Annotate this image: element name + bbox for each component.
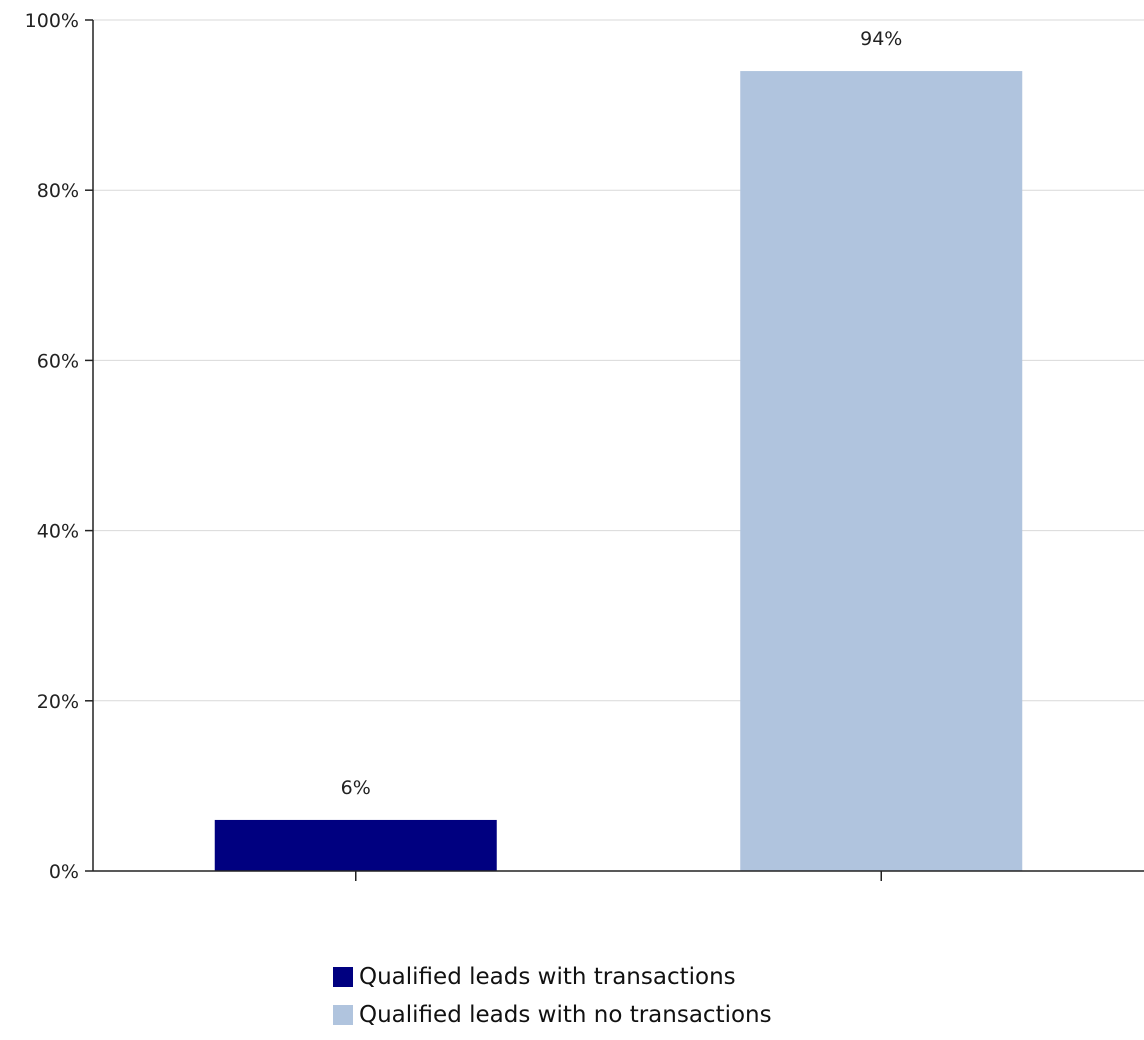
legend-swatch-with-transactions <box>333 967 353 987</box>
legend-swatch-no-transactions <box>333 1005 353 1025</box>
y-tick-label: 0% <box>49 861 79 883</box>
legend-item-with-transactions: Qualified leads with transactions <box>333 960 772 994</box>
legend: Qualified leads with transactions Qualif… <box>333 960 772 1036</box>
data-label: 6% <box>341 777 371 799</box>
legend-label-no-transactions: Qualified leads with no transactions <box>359 1002 772 1028</box>
bars <box>214 71 1023 871</box>
y-tick-label: 60% <box>37 350 79 372</box>
bar <box>214 819 497 871</box>
axes <box>85 19 1144 881</box>
y-tick-label: 100% <box>25 10 79 32</box>
data-labels: 6% 94% <box>341 28 903 799</box>
y-tick-labels: 0% 20% 40% 60% 80% 100% <box>25 10 79 883</box>
y-tick-label: 40% <box>37 521 79 543</box>
bar <box>740 71 1023 871</box>
y-tick-label: 80% <box>37 180 79 202</box>
data-label: 94% <box>860 28 902 50</box>
y-tick-label: 20% <box>37 691 79 713</box>
legend-label-with-transactions: Qualified leads with transactions <box>359 964 736 990</box>
legend-item-no-transactions: Qualified leads with no transactions <box>333 998 772 1032</box>
bar-chart: 0% 20% 40% 60% 80% 100% 6% 94% <box>25 10 1144 883</box>
